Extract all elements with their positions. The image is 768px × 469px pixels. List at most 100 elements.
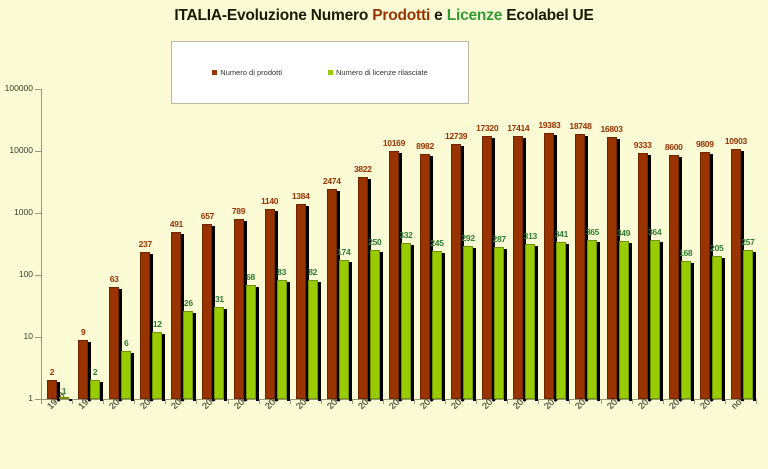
bar-value-licenses: 349 bbox=[616, 228, 631, 239]
x-axis-tick bbox=[289, 399, 291, 404]
legend-item-1[interactable]: Numero di licenze rilasciate bbox=[328, 68, 428, 77]
bar-body bbox=[338, 260, 349, 399]
bar-value-products: 491 bbox=[169, 219, 184, 230]
bar-shadow bbox=[255, 287, 259, 401]
bar-licenses[interactable] bbox=[649, 240, 663, 401]
bar-body bbox=[233, 219, 244, 399]
x-axis-tick bbox=[351, 399, 353, 404]
bar-body bbox=[78, 339, 89, 399]
bar-products[interactable] bbox=[233, 219, 247, 401]
bar-licenses[interactable] bbox=[90, 380, 104, 401]
bar-products[interactable] bbox=[326, 188, 340, 401]
bar-shadow bbox=[535, 246, 539, 401]
bar-licenses[interactable] bbox=[152, 332, 166, 401]
bar-licenses[interactable] bbox=[618, 241, 632, 401]
bar-products[interactable] bbox=[109, 287, 123, 401]
bar-licenses[interactable] bbox=[711, 255, 725, 401]
bar-licenses[interactable] bbox=[121, 350, 135, 401]
x-axis-tick bbox=[258, 399, 260, 404]
bar-shadow bbox=[274, 211, 278, 401]
bar-group: 19383 341 bbox=[538, 89, 570, 401]
bar-value-products: 237 bbox=[138, 238, 153, 249]
bar-products[interactable] bbox=[47, 380, 60, 401]
bar-licenses[interactable] bbox=[338, 260, 352, 401]
bar-products[interactable] bbox=[668, 155, 682, 401]
bar-shadow bbox=[442, 252, 446, 401]
bar-body bbox=[451, 144, 462, 399]
y-axis-tick-label: 1000 bbox=[14, 207, 33, 217]
bar-licenses[interactable] bbox=[214, 306, 228, 401]
bar-body bbox=[388, 150, 399, 399]
bar-licenses[interactable] bbox=[432, 250, 446, 401]
bar-body bbox=[121, 350, 132, 399]
x-axis-tick bbox=[382, 399, 384, 404]
bar-licenses[interactable] bbox=[587, 240, 601, 401]
bar-licenses[interactable] bbox=[59, 397, 72, 401]
bar-body bbox=[369, 250, 380, 399]
bar-licenses[interactable] bbox=[680, 261, 694, 401]
bar-body bbox=[587, 240, 598, 399]
bar-group: 9333 364 bbox=[632, 89, 663, 401]
bar-body bbox=[326, 188, 337, 399]
bar-licenses[interactable] bbox=[494, 246, 508, 401]
title-segment-1: Prodotti bbox=[372, 7, 431, 24]
bar-group: 1140 83 bbox=[259, 89, 290, 401]
bar-products[interactable] bbox=[451, 144, 465, 401]
bar-licenses[interactable] bbox=[369, 250, 383, 401]
y-axis-line bbox=[41, 89, 42, 400]
bar-group: 2474 174 bbox=[321, 89, 352, 401]
bar-value-licenses: 168 bbox=[679, 248, 693, 259]
bar-body bbox=[432, 250, 443, 399]
bar-products[interactable] bbox=[420, 153, 434, 401]
bar-group: 10903 257 bbox=[724, 89, 756, 401]
bar-value-products: 10903 bbox=[724, 135, 747, 146]
bar-value-licenses: 31 bbox=[214, 293, 224, 304]
bar-products[interactable] bbox=[637, 152, 651, 401]
bar-licenses[interactable] bbox=[742, 249, 756, 401]
bar-value-products: 657 bbox=[200, 211, 215, 222]
bar-body bbox=[494, 246, 505, 399]
bar-products[interactable] bbox=[295, 204, 309, 401]
bar-products[interactable] bbox=[140, 251, 154, 401]
bar-value-products: 3822 bbox=[354, 163, 372, 174]
bar-licenses[interactable] bbox=[525, 244, 539, 401]
bar-products[interactable] bbox=[388, 150, 402, 401]
bar-licenses[interactable] bbox=[276, 280, 290, 401]
legend-item-0[interactable]: Numero di prodotti bbox=[212, 68, 282, 77]
title-segment-3: Licenze bbox=[446, 7, 503, 24]
bar-licenses[interactable] bbox=[556, 241, 570, 401]
bar-value-products: 63 bbox=[109, 274, 119, 285]
bar-body bbox=[742, 249, 753, 399]
bar-body bbox=[47, 380, 57, 399]
bar-products[interactable] bbox=[575, 134, 589, 401]
bar-products[interactable] bbox=[544, 133, 558, 401]
bar-products[interactable] bbox=[78, 339, 92, 401]
bar-licenses[interactable] bbox=[307, 280, 321, 401]
bar-shadow bbox=[119, 289, 123, 401]
bar-products[interactable] bbox=[482, 136, 496, 401]
bar-products[interactable] bbox=[699, 151, 713, 401]
bar-licenses[interactable] bbox=[245, 285, 259, 401]
bar-products[interactable] bbox=[513, 136, 527, 401]
bar-products[interactable] bbox=[171, 232, 185, 401]
bar-licenses[interactable] bbox=[463, 246, 477, 401]
bar-group: 491 26 bbox=[165, 89, 197, 401]
bar-products[interactable] bbox=[357, 176, 371, 401]
bar-shadow bbox=[554, 135, 558, 401]
bar-value-products: 9333 bbox=[633, 139, 652, 150]
legend-swatch-icon bbox=[328, 70, 333, 75]
y-axis-tick-label: 100 bbox=[18, 269, 33, 279]
bar-products[interactable] bbox=[606, 137, 620, 401]
bar-body bbox=[575, 134, 586, 399]
bar-group: 17320 287 bbox=[476, 89, 508, 401]
bar-body bbox=[463, 246, 474, 399]
bar-products[interactable] bbox=[730, 148, 744, 401]
bar-body bbox=[140, 251, 151, 399]
bar-shadow bbox=[410, 244, 414, 401]
bar-products[interactable] bbox=[202, 224, 216, 401]
bar-group: 3822 250 bbox=[352, 89, 383, 401]
bar-products[interactable] bbox=[264, 209, 278, 401]
bar-licenses[interactable] bbox=[183, 311, 197, 401]
bar-body bbox=[513, 136, 524, 399]
bar-licenses[interactable] bbox=[400, 242, 414, 401]
